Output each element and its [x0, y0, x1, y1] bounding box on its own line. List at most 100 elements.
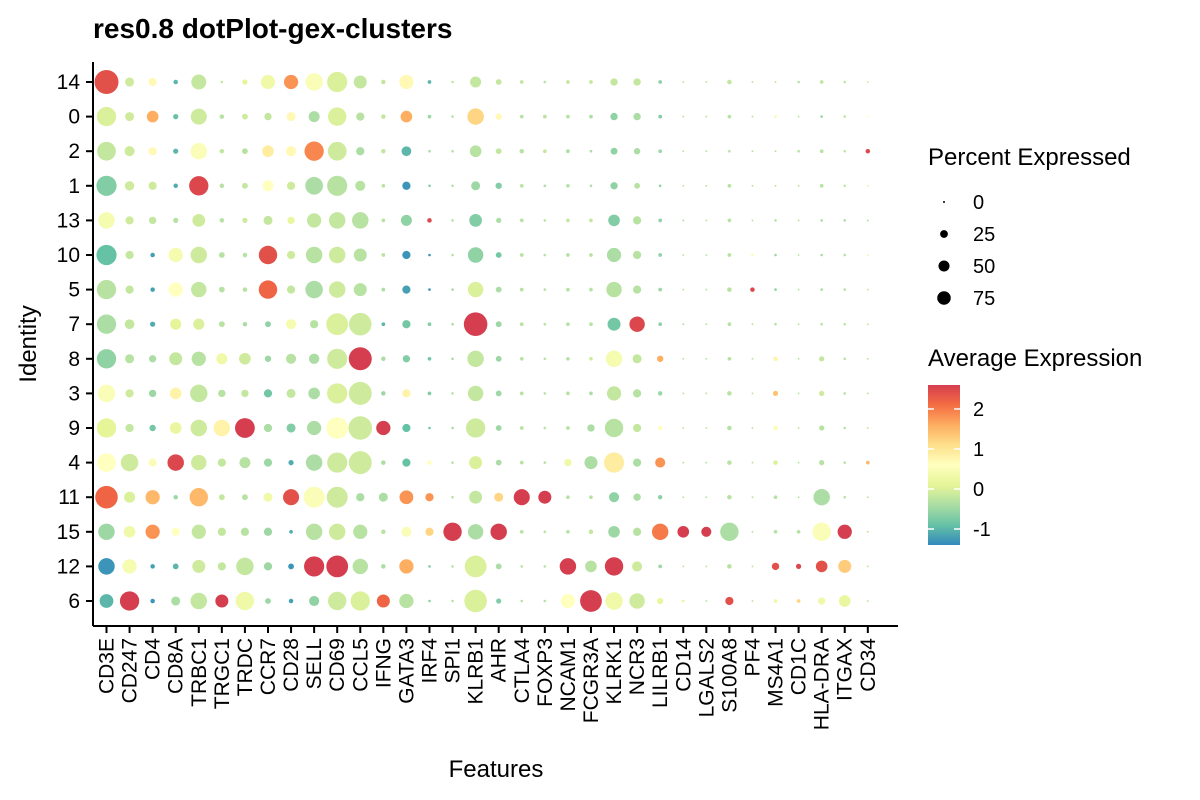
- dot-10-CD69: [328, 246, 346, 264]
- dot-6-IRF4: [428, 599, 431, 603]
- dot-5-GATA3: [402, 285, 411, 294]
- dot-0-KLRK1: [610, 112, 618, 121]
- dot-14-CD3E: [94, 70, 119, 94]
- dot-4-ITGAX: [843, 461, 847, 464]
- dot-2-HLA-DRA: [819, 149, 824, 154]
- dot-2-KLRB1: [469, 145, 482, 158]
- dot-2-TRDC: [242, 148, 248, 155]
- dot-13-CD4: [148, 216, 157, 225]
- dot-11-HLA-DRA: [813, 488, 830, 506]
- dot-1-S100A8: [727, 183, 732, 188]
- dot-10-CD28: [286, 250, 296, 260]
- dot-5-IRF4: [428, 288, 431, 291]
- dot-11-SELL: [303, 486, 325, 508]
- dot-11-IRF4: [425, 493, 434, 502]
- dot-3-LGALS2: [705, 392, 708, 395]
- dot-11-PF4: [751, 496, 754, 499]
- dot-14-KLRB1: [470, 76, 482, 88]
- y-tick-label: 11: [58, 486, 80, 509]
- dot-4-NCR3: [632, 458, 642, 467]
- dot-9-CD14: [682, 427, 685, 429]
- dot-2-S100A8: [728, 149, 731, 153]
- dot-2-LILRB1: [658, 149, 663, 154]
- size-legend-dot: [938, 260, 950, 272]
- dot-0-IFNG: [381, 114, 386, 119]
- dot-14-LILRB1: [658, 80, 663, 84]
- y-tick-label: 6: [68, 590, 80, 613]
- dot-8-HLA-DRA: [819, 356, 825, 362]
- dot-9-AHR: [495, 425, 502, 431]
- dot-0-SPI1: [451, 115, 454, 118]
- dot-10-CD247: [125, 250, 134, 260]
- dot-6-CD3E: [99, 594, 114, 608]
- dot-2-CD8A: [173, 148, 179, 154]
- dot-11-NCAM1: [566, 495, 570, 500]
- dot-15-CD1C: [796, 529, 801, 534]
- dot-14-MS4A1: [774, 81, 777, 83]
- dot-1-CD34: [866, 184, 869, 187]
- dot-2-CCL5: [356, 147, 365, 156]
- dot-0-NCR3: [633, 112, 641, 121]
- dot-2-PF4: [751, 150, 754, 153]
- dot-2-CD247: [124, 146, 135, 157]
- dot-13-KLRK1: [608, 214, 620, 227]
- dot-9-ITGAX: [843, 426, 847, 430]
- dot-7-ITGAX: [843, 322, 847, 326]
- dot-10-TRBC1: [190, 246, 208, 264]
- dot-5-FCGR3A: [589, 287, 593, 292]
- dot-9-CCL5: [348, 416, 373, 440]
- dot-13-AHR: [496, 217, 502, 224]
- dot-4-S100A8: [727, 460, 732, 465]
- dot-10-KLRK1: [606, 247, 622, 263]
- x-tick-label: GATA3: [395, 638, 418, 704]
- dot-1-TRBC1: [189, 176, 209, 196]
- dot-7-CCL5: [348, 312, 372, 336]
- dot-3-TRDC: [241, 389, 249, 398]
- dot-2-FOXP3: [542, 149, 547, 154]
- dot-11-CD247: [124, 491, 136, 503]
- dot-3-S100A8: [727, 391, 732, 396]
- dot-4-TRGC1: [217, 458, 226, 467]
- dot-6-PF4: [751, 600, 754, 602]
- dot-9-HLA-DRA: [819, 425, 825, 431]
- dot-12-NCAM1: [559, 558, 577, 575]
- x-tick-label: CCL5: [349, 638, 372, 692]
- dot-4-CD28: [288, 459, 294, 466]
- dot-5-NCR3: [632, 285, 642, 294]
- y-tick-label: 0: [68, 106, 80, 129]
- dot-10-NCR3: [632, 250, 642, 260]
- dot-1-CCL5: [355, 180, 366, 191]
- dot-13-CD8A: [173, 217, 179, 224]
- dot-3-TRGC1: [218, 389, 226, 398]
- dot-0-CD1C: [797, 115, 800, 118]
- dot-13-MS4A1: [774, 219, 777, 222]
- dot-12-SPI1: [451, 565, 454, 568]
- color-legend-bar: [928, 385, 960, 545]
- dot-12-CD69: [326, 555, 349, 578]
- dot-3-KLRB1: [467, 385, 484, 402]
- x-tick-label: S100A8: [718, 638, 741, 713]
- x-tick-label: CCR7: [257, 638, 280, 695]
- dot-13-TRDC: [242, 217, 248, 224]
- dot-5-CCR7: [258, 280, 278, 299]
- dot-1-AHR: [495, 182, 502, 189]
- dot-3-CTLA4: [519, 391, 524, 396]
- dot-0-HLA-DRA: [820, 115, 823, 118]
- dot-2-CTLA4: [519, 148, 525, 154]
- dot-0-IRF4: [427, 114, 432, 119]
- dot-8-TRBC1: [191, 351, 206, 366]
- dot-15-CD4: [145, 524, 160, 539]
- dot-9-SELL: [307, 420, 322, 436]
- dot-8-CCR7: [264, 355, 272, 362]
- dot-3-FCGR3A: [589, 391, 593, 396]
- dot-0-CD28: [286, 112, 296, 122]
- dot-7-S100A8: [727, 322, 732, 327]
- dot-6-CD8A: [171, 596, 181, 606]
- dot-7-CD1C: [797, 323, 800, 326]
- dot-2-CD4: [148, 147, 157, 156]
- dot-11-NCR3: [633, 493, 641, 501]
- dot-15-FOXP3: [543, 530, 547, 534]
- dot-3-FOXP3: [543, 392, 547, 395]
- dot-0-CD34: [866, 115, 869, 118]
- x-tick-label: CTLA4: [511, 638, 534, 704]
